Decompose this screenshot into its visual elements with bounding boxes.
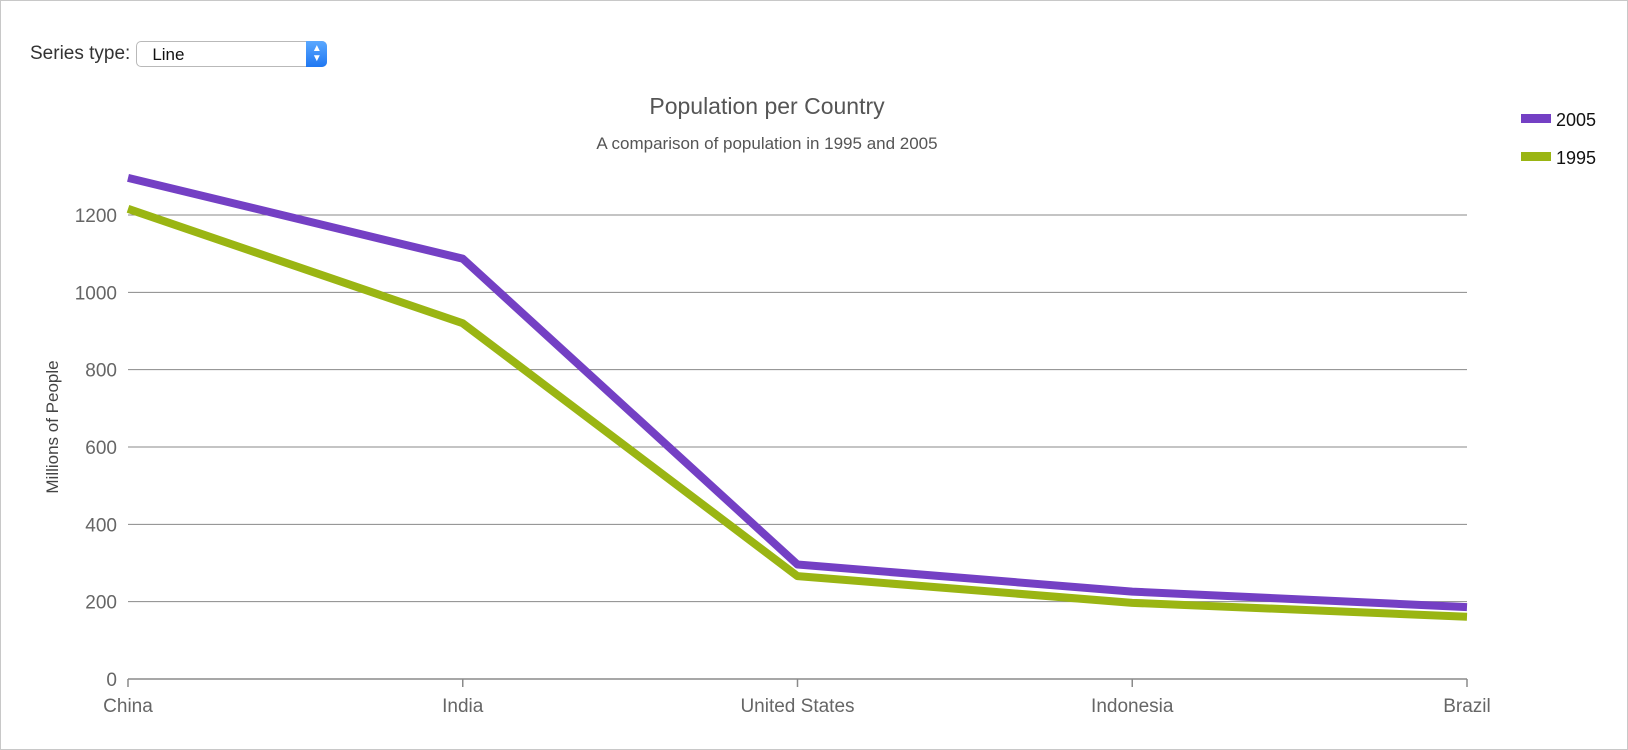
y-tick-label: 1200 (75, 206, 117, 227)
series-line-2005 (127, 173, 1468, 612)
y-tick-label: 400 (85, 515, 117, 536)
chart-subtitle: A comparison of population in 1995 and 2… (596, 134, 937, 153)
legend: 2005 1995 (1521, 110, 1596, 168)
x-tick-label: United States (740, 696, 854, 717)
series-type-control: Series type: Line ▲ ▼ (30, 41, 328, 67)
x-tick-label: Indonesia (1091, 696, 1174, 717)
y-tick-label: 0 (106, 670, 117, 691)
y-tick-label: 200 (85, 593, 117, 614)
y-tick-label: 1000 (75, 283, 117, 304)
y-tick-label: 600 (85, 438, 117, 459)
gridlines (128, 214, 1467, 603)
series-type-value: Line (152, 45, 185, 64)
series-line-1995 (126, 205, 1468, 621)
y-tick-label: 800 (85, 361, 117, 382)
series-lines (126, 173, 1468, 621)
legend-label-1995: 1995 (1556, 148, 1596, 168)
legend-swatch-2005 (1521, 114, 1551, 123)
chart-title: Population per Country (649, 93, 885, 119)
series-type-select[interactable]: Line ▲ ▼ (136, 41, 328, 67)
x-tick-label: India (442, 696, 484, 717)
legend-label-2005: 2005 (1556, 110, 1596, 130)
select-arrows-icon[interactable]: ▲ ▼ (306, 41, 328, 67)
series-type-label: Series type: (30, 43, 131, 64)
axes: 0 200 400 600 800 1000 1200 China India United St… (75, 206, 1491, 717)
y-axis-title: Millions of People (43, 360, 62, 493)
x-tick-label: China (103, 696, 153, 717)
legend-swatch-1995 (1521, 152, 1551, 161)
x-tick-label: Brazil (1443, 696, 1491, 717)
